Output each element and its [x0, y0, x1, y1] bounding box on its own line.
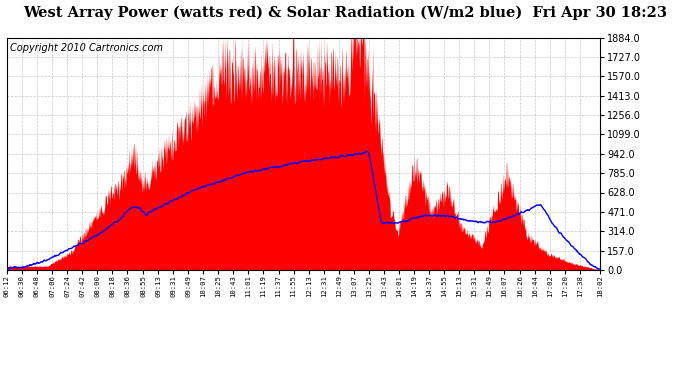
Text: West Array Power (watts red) & Solar Radiation (W/m2 blue)  Fri Apr 30 18:23: West Array Power (watts red) & Solar Rad… — [23, 6, 667, 20]
Text: Copyright 2010 Cartronics.com: Copyright 2010 Cartronics.com — [10, 44, 163, 53]
